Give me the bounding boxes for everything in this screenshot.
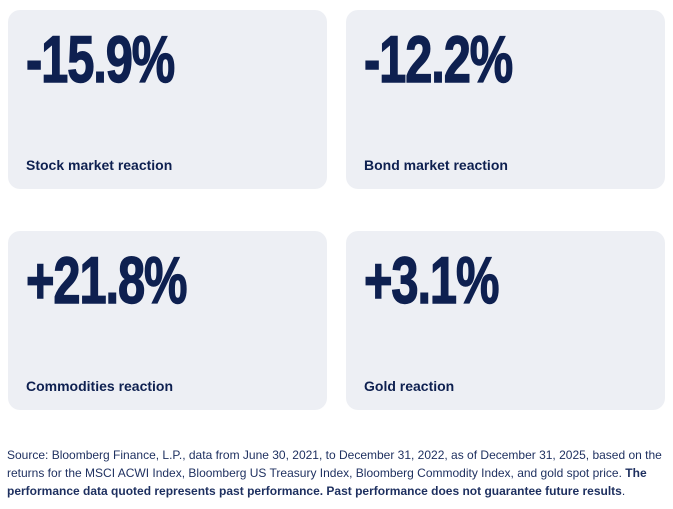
source-line-3-period: .	[621, 484, 626, 498]
source-line-2: returns for the MSCI ACWI Index, Bloombe…	[7, 466, 626, 480]
stat-card-grid: -15.9% Stock market reaction -12.2% Bond…	[8, 10, 665, 410]
stat-card-bond-market: -12.2% Bond market reaction	[346, 10, 665, 189]
source-line-2-bold: The	[625, 466, 647, 480]
stat-value-bond-market: -12.2%	[363, 22, 513, 96]
stat-label-gold: Gold reaction	[364, 378, 455, 394]
stat-label-commodities: Commodities reaction	[26, 378, 174, 394]
stat-value-wrap: -12.2%	[363, 22, 665, 96]
stat-label-stock-market: Stock market reaction	[26, 157, 173, 173]
stat-value-wrap: +3.1%	[363, 243, 665, 317]
stat-value-gold: +3.1%	[363, 243, 499, 317]
stat-value-wrap: -15.9%	[25, 22, 327, 96]
stat-card-commodities: +21.8% Commodities reaction	[8, 231, 327, 410]
stat-value-wrap: +21.8%	[25, 243, 327, 317]
stat-value-stock-market: -15.9%	[25, 22, 175, 96]
stat-label-bond-market: Bond market reaction	[364, 157, 508, 173]
stat-card-stock-market: -15.9% Stock market reaction	[8, 10, 327, 189]
source-disclosure-text: Source: Bloomberg Finance, L.P., data fr…	[7, 446, 665, 500]
source-line-3-bold: performance data quoted represents past …	[7, 484, 622, 498]
stat-value-commodities: +21.8%	[25, 243, 187, 317]
source-line-1: Source: Bloomberg Finance, L.P., data fr…	[7, 448, 662, 462]
stat-card-gold: +3.1% Gold reaction	[346, 231, 665, 410]
